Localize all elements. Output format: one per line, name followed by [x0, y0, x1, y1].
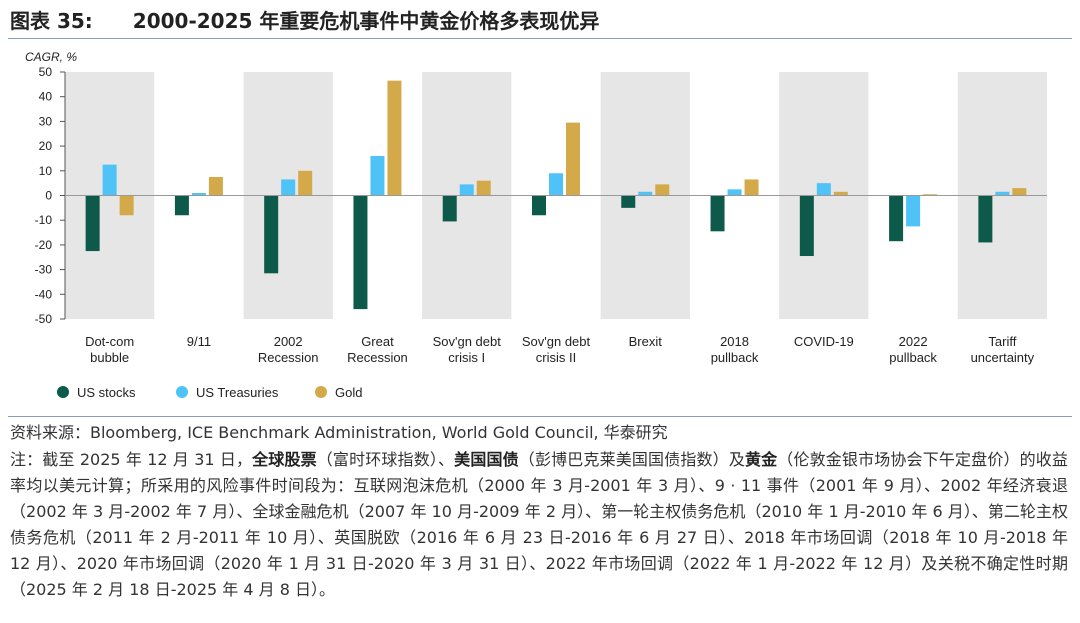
note-stocks: 全球股票	[252, 450, 317, 469]
bar-us-stocks	[174, 195, 189, 216]
x-tick-label: Sov'gn debt	[522, 334, 591, 349]
x-tick-label: Brexit	[629, 334, 663, 349]
footer-divider	[8, 416, 1072, 417]
bar-us-treasuries	[191, 193, 206, 196]
figure-title-text: 2000-2025 年重要危机事件中黄金价格多表现优异	[132, 9, 600, 33]
x-tick-label: uncertainty	[971, 350, 1035, 365]
figure-label: 图表 35:	[10, 9, 93, 33]
x-tick-label: Sov'gn debt	[433, 334, 502, 349]
title-divider	[8, 38, 1072, 39]
bar-us-stocks	[710, 195, 725, 232]
bar-us-treasuries	[549, 173, 563, 196]
bar-us-stocks	[353, 195, 368, 310]
x-tick-label: 2022	[899, 334, 928, 349]
note-treasuries: 美国国债	[454, 450, 519, 469]
y-axis-label: CAGR, %	[25, 50, 77, 64]
note-part3: （彭博巴克莱美国国债指数）及	[518, 450, 745, 469]
bar-us-treasuries	[906, 195, 921, 227]
y-tick-label: -50	[35, 312, 53, 326]
legend-marker	[176, 386, 188, 398]
bar-gold	[387, 80, 402, 196]
x-tick-label: crisis II	[536, 350, 576, 365]
legend-label: US stocks	[77, 385, 136, 400]
bar-us-treasuries	[995, 191, 1010, 196]
y-tick-label: 20	[39, 139, 53, 153]
bar-us-stocks	[264, 195, 279, 274]
note-prefix: 注：截至 2025 年 12 月 31 日，	[10, 450, 253, 469]
x-tick-label: pullback	[889, 350, 937, 365]
bar-us-stocks	[85, 195, 100, 252]
bar-gold	[298, 170, 313, 196]
x-tick-label: bubble	[90, 350, 129, 365]
bar-us-treasuries	[102, 164, 117, 196]
y-tick-label: 50	[39, 65, 53, 79]
y-tick-label: 0	[45, 189, 52, 203]
y-tick-label: -20	[35, 238, 53, 252]
note-part4: （伦敦金银市场协会下午定盘价）的收益率均以美元计算；所采用的风险事件时间段为：互…	[10, 450, 1068, 599]
bar-us-treasuries	[370, 155, 385, 196]
bar-us-treasuries	[281, 179, 296, 196]
bar-us-stocks	[442, 195, 457, 222]
bar-gold	[923, 194, 938, 196]
bar-gold	[476, 180, 491, 196]
bar-us-stocks	[799, 195, 814, 257]
bar-gold	[744, 179, 759, 196]
bar-gold	[208, 176, 223, 196]
bar-us-stocks	[532, 195, 546, 216]
legend-label: US Treasuries	[196, 385, 279, 400]
x-tick-label: 2018	[720, 334, 749, 349]
x-tick-label: Tariff	[988, 334, 1016, 349]
x-tick-label: Great	[361, 334, 394, 349]
bar-gold	[1012, 188, 1027, 196]
note-part2: （富时环球指数）、	[316, 450, 455, 469]
x-tick-label: Recession	[258, 350, 319, 365]
note-paragraph: 注：截至 2025 年 12 月 31 日，全球股票（富时环球指数）、美国国债（…	[10, 447, 1068, 603]
bar-us-treasuries	[638, 191, 653, 196]
bar-gold	[566, 122, 580, 196]
bar-us-treasuries	[727, 189, 742, 196]
y-tick-label: 30	[39, 114, 53, 128]
x-tick-label: 2002	[274, 334, 303, 349]
x-tick-label: pullback	[711, 350, 759, 365]
note-gold: 黄金	[744, 450, 778, 469]
y-tick-label: 40	[39, 90, 53, 104]
bar-gold	[655, 184, 670, 196]
x-tick-label: 9/11	[187, 334, 211, 349]
legend-label: Gold	[335, 385, 362, 400]
y-tick-label: -30	[35, 263, 53, 277]
bar-gold	[119, 195, 134, 216]
bar-us-treasuries	[459, 184, 474, 196]
x-tick-label: COVID-19	[794, 334, 854, 349]
y-tick-label: 10	[39, 164, 53, 178]
bar-us-stocks	[621, 195, 636, 208]
figure-title: 图表 35: 2000-2025 年重要危机事件中黄金价格多表现优异	[10, 6, 1070, 36]
y-tick-label: -10	[35, 213, 53, 227]
bar-us-treasuries	[816, 183, 831, 196]
y-tick-label: -40	[35, 287, 53, 301]
x-tick-label: crisis I	[448, 350, 485, 365]
chart: CAGR, %50 40 30 20 10 0 -10 -20 -30 -40 -50 Dot-com…	[25, 50, 1047, 400]
bar-gold	[833, 191, 848, 196]
legend-marker	[315, 386, 327, 398]
x-tick-label: Recession	[347, 350, 408, 365]
x-tick-label: Dot-com	[85, 334, 134, 349]
bar-us-stocks	[889, 195, 904, 242]
bar-us-stocks	[978, 195, 993, 243]
source-line: 资料来源：Bloomberg, ICE Benchmark Administra…	[10, 423, 668, 442]
legend-marker	[57, 386, 69, 398]
